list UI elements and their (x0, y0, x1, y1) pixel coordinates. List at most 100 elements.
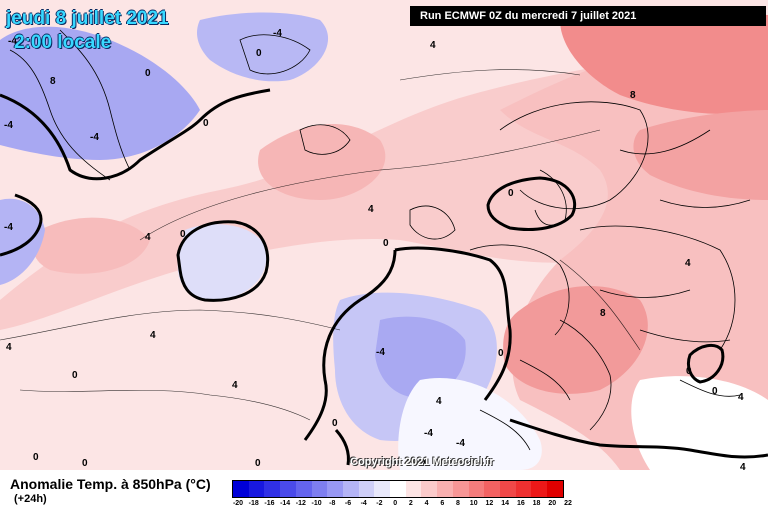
anomaly-map: 0 -4 4 8 0 0 -4 0 4 0 -4 8 4 4 0 0 -4 4 … (0, 0, 768, 470)
warm-core-atlantic (258, 123, 386, 200)
contour-label: 4 (740, 462, 746, 470)
contour-labels: 0 -4 4 8 0 0 -4 0 4 0 -4 8 4 4 0 0 -4 4 … (4, 28, 746, 470)
color-scale-swatch (390, 481, 406, 497)
contour-label: 0 (203, 118, 209, 129)
color-scale-swatch (405, 481, 422, 497)
legend-bar: Anomalie Temp. à 850hPa (°C) (+24h) -2 0 -… (0, 470, 768, 512)
contour-label: 0 (72, 370, 78, 381)
contour-label: 8 (50, 76, 56, 87)
color-scale-swatch (531, 481, 548, 497)
color-scale-tick: 20 (548, 500, 557, 507)
contour-label: 0 (33, 452, 39, 463)
color-scale-tick: -14 (280, 500, 291, 507)
lead-time: (+24h) (14, 493, 47, 505)
color-scale-swatch (311, 481, 328, 497)
color-scale-tick: -2 (376, 500, 383, 507)
cool-anomaly-atlantic (177, 224, 267, 301)
color-scale-tick: -10 (311, 500, 322, 507)
color-scale-swatch (342, 481, 359, 497)
color-scale-tick: 6 (440, 500, 445, 507)
contour-label: 0 (383, 238, 389, 249)
contour-label: 4 (685, 258, 691, 269)
contour-label: 4 (150, 330, 156, 341)
color-scale-swatch (484, 481, 500, 497)
anomaly-contours (0, 69, 641, 421)
contour-label: 8 (630, 90, 636, 101)
contour-label: -4 (376, 347, 385, 358)
contour-label: 8 (600, 308, 606, 319)
color-scale-swatch (515, 481, 532, 497)
contour-label: 0 (82, 458, 88, 469)
color-scale-tick: 8 (456, 500, 460, 507)
contour-label: 4 (145, 232, 151, 243)
color-scale-swatch (421, 481, 438, 497)
contour-label: -4 (273, 28, 282, 39)
contour-label: 0 (180, 229, 186, 240)
color-scale-swatch (468, 481, 485, 497)
color-scale-ticks: -20 -18 -16 -14 -12 -10 -8 -6 -4 -2 0 2 4 6 8 10 12 14 16 1… (232, 500, 572, 510)
contour-label: 4 (738, 392, 744, 403)
contour-label: -4 (4, 120, 13, 131)
color-scale-tick: -6 (344, 500, 352, 507)
neutral-anomaly-mediterranean (398, 378, 542, 470)
color-scale-swatch (295, 481, 312, 497)
contour-label: 0 (712, 386, 718, 397)
color-scale-swatch (547, 481, 563, 497)
cold-core-france (375, 316, 466, 398)
copyright-text: Copyright 2021 Meteociel.fr (350, 456, 494, 468)
color-scale (232, 480, 564, 498)
color-scale-tick: 10 (469, 500, 478, 507)
coastlines (9, 29, 751, 451)
contour-label: -4 (424, 428, 433, 439)
color-scale-tick: -16 (264, 500, 275, 507)
color-scale-tick: 0 (393, 500, 398, 507)
color-scale-tick: -8 (329, 500, 336, 507)
color-scale-tick: 16 (516, 500, 525, 507)
hot-core-northeast (560, 11, 768, 115)
color-scale-swatch (327, 481, 343, 497)
contour-label: 4 (436, 396, 442, 407)
contour-label: 4 (430, 40, 436, 51)
contour-label: 0 (256, 48, 262, 59)
color-scale-tick: -12 (295, 500, 306, 507)
run-info-banner: Run ECMWF 0Z du mercredi 7 juillet 2021 (410, 6, 766, 26)
cold-anomaly-greenland (0, 26, 200, 161)
cold-anomaly-svalbard (197, 12, 329, 82)
contour-label: 0 (498, 348, 504, 359)
contour-label: 4 (6, 342, 12, 353)
color-scale-swatch (358, 481, 375, 497)
contour-label: 0 (332, 418, 338, 429)
color-scale-tick: -4 (360, 500, 367, 507)
contour-label: -4 (456, 438, 465, 449)
contour-label: -4 (90, 132, 99, 143)
color-scale-tick: 18 (532, 500, 541, 507)
color-scale-tick: 22 (564, 500, 572, 507)
hot-core-balkans (503, 286, 648, 394)
zero-contours (0, 88, 768, 466)
color-scale-tick: 12 (485, 500, 494, 507)
color-scale-swatch (452, 481, 469, 497)
color-scale-tick: 2 (408, 500, 413, 507)
contour-label: 4 (232, 380, 238, 391)
color-scale-tick: -18 (248, 500, 259, 507)
contour-label: 0 (686, 366, 692, 377)
color-scale-swatch (374, 481, 391, 497)
cold-anomaly-labrador (0, 198, 45, 285)
product-title: Anomalie Temp. à 850hPa (°C) (10, 476, 211, 492)
contour-label: -4 (4, 222, 13, 233)
warm-core-west (33, 217, 150, 274)
color-scale-swatch (437, 481, 453, 497)
color-scale-swatch (233, 481, 249, 497)
color-scale-swatch (280, 481, 296, 497)
contour-label: 0 (145, 68, 151, 79)
contour-label: 0 (420, 458, 426, 469)
contour-label: 4 (368, 204, 374, 215)
forecast-time: 2:00 locale (14, 32, 112, 53)
color-scale-tick: 14 (501, 500, 510, 507)
color-scale-tick: 4 (424, 500, 429, 507)
contour-label: 0 (255, 458, 261, 469)
forecast-date: jeudi 8 juillet 2021 (6, 8, 169, 29)
color-scale-swatch (248, 481, 265, 497)
contour-label: 0 (508, 188, 514, 199)
